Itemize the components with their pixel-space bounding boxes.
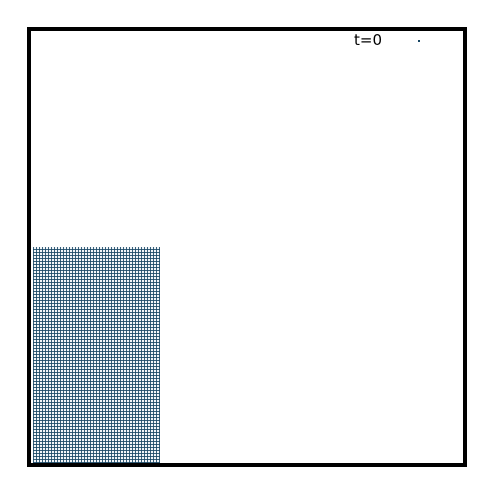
fluid-particle-block bbox=[33, 247, 160, 463]
time-label: t=0 bbox=[354, 31, 382, 49]
single-particle-dot bbox=[418, 40, 420, 42]
